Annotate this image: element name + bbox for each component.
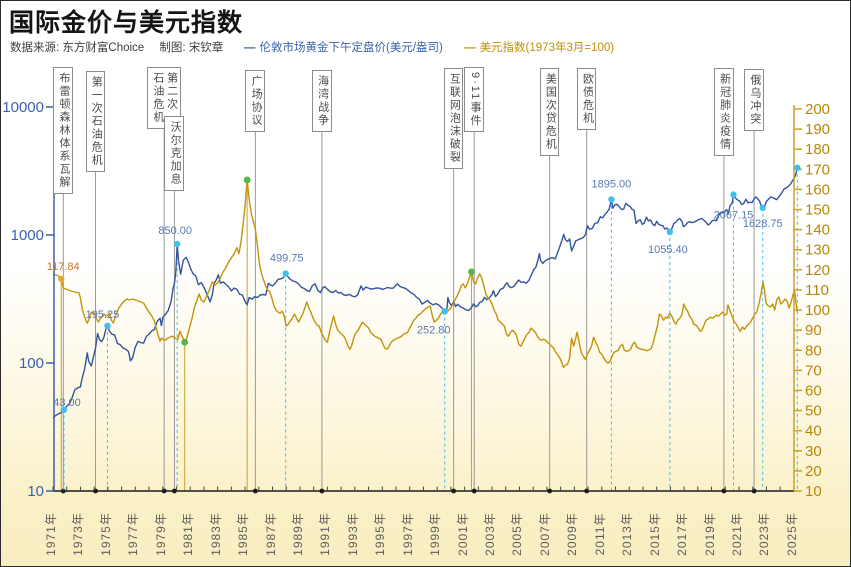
legend-item-dollar-index: — 美元指数(1973年3月=100) bbox=[464, 39, 614, 55]
right-axis-tick-label: 80 bbox=[805, 342, 822, 359]
event-label: 俄乌冲突 bbox=[744, 69, 764, 131]
gold-price-value-label: 195.25 bbox=[86, 309, 120, 321]
gold-price-value-label: 850.00 bbox=[158, 225, 192, 237]
x-axis-tick-label: 2005年 bbox=[510, 512, 525, 556]
credit-value: 宋钦章 bbox=[188, 42, 224, 54]
event-label: 9·11事件 bbox=[464, 67, 484, 133]
event-label: 沃尔克加息 bbox=[164, 116, 185, 191]
left-axis-tick-label: 100 bbox=[19, 355, 44, 372]
event-label: 海湾战争 bbox=[311, 70, 332, 132]
left-axis-tick-label: 10 bbox=[27, 483, 44, 500]
event-label: 美国次贷危机 bbox=[539, 68, 560, 156]
legend-label: 伦敦市场黄金下午定盘价(美元/盎司) bbox=[259, 42, 443, 54]
dollar-index-value-label: 117.84 bbox=[47, 261, 80, 273]
gold-price-value-label: 43.00 bbox=[53, 397, 81, 409]
event-label: 第二次 石油危机 bbox=[147, 67, 181, 129]
axes: 10000 1000 100 10 200 190 180 170 160 150 140 130 12… bbox=[2, 98, 830, 500]
x-axis-tick-label: 2011年 bbox=[592, 512, 607, 556]
x-axis-tick-label: 1973年 bbox=[71, 512, 86, 556]
left-axis-tick-label: 1000 bbox=[11, 227, 44, 244]
x-axis-tick-label: 1993年 bbox=[345, 512, 360, 556]
left-axis-tick-label: 10000 bbox=[2, 99, 44, 116]
right-axis-tick-label: 120 bbox=[805, 262, 830, 279]
x-axis-tick-label: 1999年 bbox=[428, 512, 443, 556]
x-axis-tick-label: 1985年 bbox=[236, 512, 251, 556]
right-axis-tick-label: 70 bbox=[805, 362, 822, 379]
credit-label: 制图: bbox=[159, 42, 186, 54]
gold-price-value-label: 1895.00 bbox=[592, 178, 632, 190]
source-value: 东方财富Choice bbox=[62, 42, 145, 54]
gold-price-value-label: 252.80 bbox=[417, 324, 451, 336]
x-axis-tick-label: 1977年 bbox=[126, 512, 141, 556]
x-axis-tick-label: 1995年 bbox=[373, 512, 388, 556]
right-axis-tick-label: 170 bbox=[805, 161, 830, 178]
series-gold-price-line bbox=[52, 167, 798, 419]
right-axis-tick-label: 100 bbox=[805, 302, 830, 319]
x-axis-tick-label: 2001年 bbox=[455, 512, 470, 556]
right-axis-tick-label: 140 bbox=[805, 222, 830, 239]
x-axis-tick-label: 1987年 bbox=[263, 512, 278, 556]
legend-label: 美元指数(1973年3月=100) bbox=[479, 42, 615, 54]
x-axis-tick-label: 1997年 bbox=[400, 512, 415, 556]
marker-drop-lines bbox=[60, 167, 798, 491]
x-axis-tick-label: 1975年 bbox=[98, 512, 113, 556]
x-axis-tick-label: 1971年 bbox=[44, 512, 58, 556]
x-axis-tick-label: 2021年 bbox=[730, 512, 744, 556]
right-axis-tick-label: 190 bbox=[805, 121, 830, 138]
right-axis-tick-label: 130 bbox=[805, 242, 830, 259]
right-axis-tick-label: 150 bbox=[805, 202, 830, 219]
legend-dash-icon: — bbox=[244, 42, 256, 54]
x-axis-tick-label: 2009年 bbox=[565, 512, 580, 556]
right-axis-tick-label: 110 bbox=[805, 282, 829, 299]
right-axis-tick-label: 200 bbox=[805, 101, 830, 118]
event-lines bbox=[60, 71, 757, 494]
gold-price-value-label: 1628.75 bbox=[743, 218, 783, 230]
event-label: 欧债危机 bbox=[576, 68, 597, 130]
right-axis-tick-label: 50 bbox=[805, 403, 822, 420]
x-axis-tick-label: 2023年 bbox=[757, 512, 772, 556]
gold-price-value-label: 1055.40 bbox=[648, 244, 688, 256]
event-label: 广场协议 bbox=[245, 70, 266, 132]
x-axis-tick-label: 1981年 bbox=[181, 512, 196, 556]
x-axis-tick-label: 2013年 bbox=[620, 512, 635, 556]
value-markers: 43.00 195.25 850.00 499.75 252.80 1895.00 1055… bbox=[47, 164, 801, 414]
x-axis-tick-label: 1979年 bbox=[153, 512, 168, 556]
right-axis-tick-label: 30 bbox=[805, 443, 822, 460]
gold-price-value-label: 2067.15 bbox=[714, 210, 754, 222]
right-axis-tick-label: 20 bbox=[805, 463, 822, 480]
x-axis-tick-label: 1983年 bbox=[208, 512, 223, 556]
x-axis-tick-label: 2017年 bbox=[675, 512, 690, 556]
chart-legend: — 伦敦市场黄金下午定盘价(美元/盎司) — 美元指数(1973年3月=100) bbox=[244, 39, 632, 55]
legend-item-gold-price: — 伦敦市场黄金下午定盘价(美元/盎司) bbox=[244, 39, 443, 55]
right-axis-tick-label: 40 bbox=[805, 423, 822, 440]
x-axis-tick-label: 2019年 bbox=[702, 512, 717, 556]
x-axis-tick-label: 2007年 bbox=[537, 512, 552, 556]
right-axis-tick-label: 160 bbox=[805, 181, 830, 198]
x-axis-tick-label: 2015年 bbox=[647, 512, 662, 556]
gold-price-value-label: 499.75 bbox=[270, 253, 304, 265]
series-dollar-index-line bbox=[52, 179, 798, 369]
right-axis-tick-label: 10 bbox=[805, 483, 822, 500]
right-axis-tick-label: 60 bbox=[805, 382, 822, 399]
event-label: 布雷顿森林体系瓦解 bbox=[53, 67, 74, 194]
event-label: 互联网泡沫破裂 bbox=[443, 68, 464, 169]
right-axis-tick-label: 180 bbox=[805, 141, 830, 158]
source-label: 数据来源: bbox=[10, 42, 60, 54]
event-label: 第一次石油危机 bbox=[85, 71, 106, 172]
legend-dash-icon: — bbox=[464, 42, 476, 54]
right-axis-tick-label: 90 bbox=[805, 322, 822, 339]
x-axis-tick-label: 1989年 bbox=[290, 512, 305, 556]
chart-title: 国际金价与美元指数 bbox=[9, 9, 244, 37]
x-axis-tick-label: 2003年 bbox=[483, 512, 498, 556]
chart-source-line: 数据来源: 东方财富Choice 制图: 宋钦章 bbox=[10, 39, 223, 55]
event-label: 新冠肺炎疫情 bbox=[713, 68, 734, 156]
x-axis-tick-label: 2025年 bbox=[784, 512, 799, 556]
x-axis-tick-label: 1991年 bbox=[318, 512, 333, 556]
